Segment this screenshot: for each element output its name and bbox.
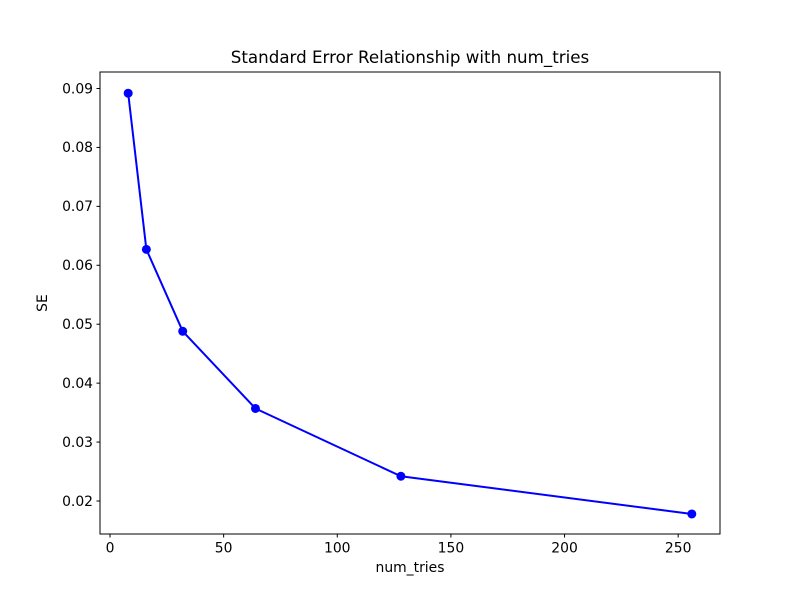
data-point xyxy=(123,88,133,98)
data-point xyxy=(250,403,260,413)
se-line xyxy=(127,92,693,515)
y-tick-label: 0.08 xyxy=(62,140,93,156)
chart-title: Standard Error Relationship with num_tri… xyxy=(231,47,589,68)
x-tick-label: 100 xyxy=(324,541,351,557)
y-tick-label: 0.07 xyxy=(62,199,93,215)
y-tick-label: 0.03 xyxy=(62,435,93,451)
plot-area xyxy=(99,71,721,535)
x-tick-label: 250 xyxy=(665,541,692,557)
y-axis: 0.02 0.03 0.04 0.05 0.06 0.07 0.08 0.09 xyxy=(62,81,100,510)
x-tick-label: 200 xyxy=(551,541,578,557)
se-data-series xyxy=(123,88,697,519)
y-tick-label: 0.04 xyxy=(62,376,93,392)
y-tick-label: 0.06 xyxy=(62,258,93,274)
x-tick-label: 0 xyxy=(106,541,115,557)
y-tick-label: 0.02 xyxy=(62,494,93,510)
x-axis: 0 50 100 150 200 250 xyxy=(106,534,692,557)
y-axis-label: SE xyxy=(35,294,51,312)
x-tick-label: 150 xyxy=(438,541,465,557)
data-point xyxy=(178,326,188,336)
x-axis-label: num_tries xyxy=(376,560,445,576)
data-point xyxy=(141,244,151,254)
x-tick-label: 50 xyxy=(215,541,233,557)
data-point xyxy=(687,509,697,519)
data-point xyxy=(396,471,406,481)
y-tick-label: 0.09 xyxy=(62,81,93,97)
y-tick-label: 0.05 xyxy=(62,317,93,333)
